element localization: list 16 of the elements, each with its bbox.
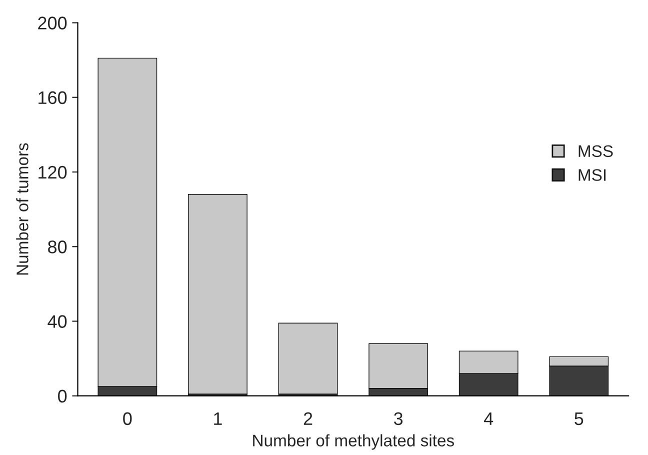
x-tick-label: 0 bbox=[123, 412, 132, 426]
y-tick-label: 160 bbox=[38, 91, 67, 104]
y-tick-label: 80 bbox=[48, 240, 67, 254]
y-axis-title: Number of tumors bbox=[16, 143, 28, 275]
x-tick-label: 3 bbox=[394, 412, 403, 426]
x-tick-label: 5 bbox=[574, 412, 584, 426]
x-tick-label: 4 bbox=[484, 412, 494, 425]
x-tick-label: 1 bbox=[214, 412, 222, 425]
y-tick-label: 120 bbox=[38, 166, 67, 179]
legend-label: MSS bbox=[578, 145, 613, 158]
legend-label: MSI bbox=[578, 169, 606, 181]
x-axis-title: Number of methylated sites bbox=[253, 434, 454, 450]
y-tick-label: 200 bbox=[38, 16, 67, 30]
y-tick-label: 0 bbox=[58, 390, 67, 403]
y-tick-label: 40 bbox=[48, 315, 67, 328]
x-tick-label: 2 bbox=[304, 412, 312, 425]
